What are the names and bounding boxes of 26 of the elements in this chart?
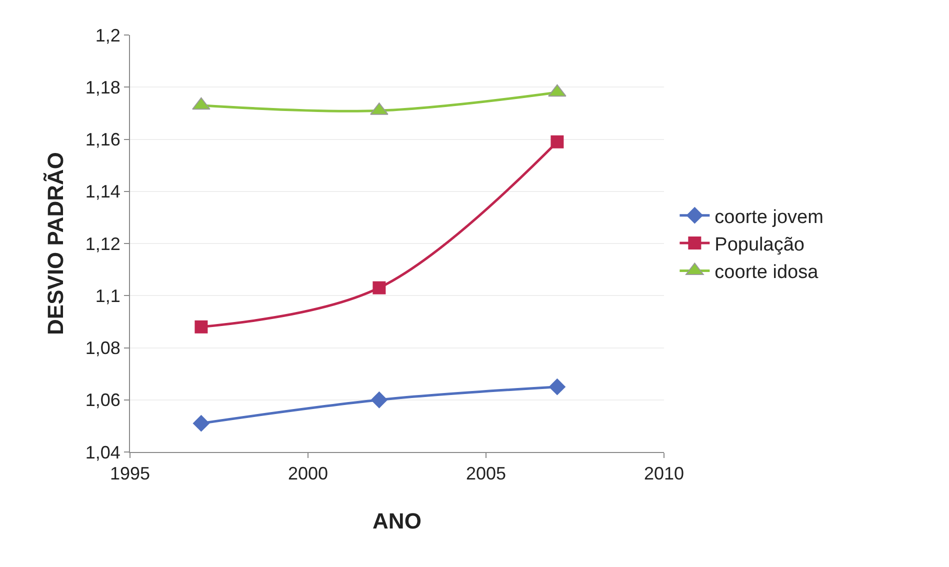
point	[548, 84, 566, 97]
x-tick-label: 2010	[644, 464, 684, 484]
x-axis-title: ANO	[372, 508, 422, 534]
point	[548, 378, 566, 396]
x-tick-label: 1995	[110, 464, 150, 484]
y-tick-label: 1,16	[85, 130, 120, 150]
y-tick-label: 1,04	[85, 442, 120, 462]
y-tick-label: 1,08	[85, 338, 120, 358]
y-axis-title: DESVIO PADRÃO	[43, 152, 68, 335]
y-tick-label: 1,1	[95, 286, 120, 306]
point	[550, 135, 564, 148]
y-tick-label: 1,2	[95, 25, 120, 46]
point	[370, 391, 388, 408]
y-tick-label: 1,18	[85, 77, 120, 98]
legend-label: coorte jovem	[714, 206, 824, 228]
y-tick-label: 1,14	[85, 182, 120, 202]
point	[192, 97, 210, 110]
x-tick-label: 2005	[466, 464, 506, 484]
legend-label: População	[714, 234, 804, 256]
x-tick-label: 2000	[288, 464, 328, 484]
point	[192, 414, 210, 432]
y-tick-label: 1,06	[85, 390, 120, 410]
point	[194, 320, 208, 334]
y-tick-label: 1,12	[85, 234, 120, 254]
point	[372, 281, 386, 294]
legend-label: coorte idosa	[714, 262, 819, 284]
